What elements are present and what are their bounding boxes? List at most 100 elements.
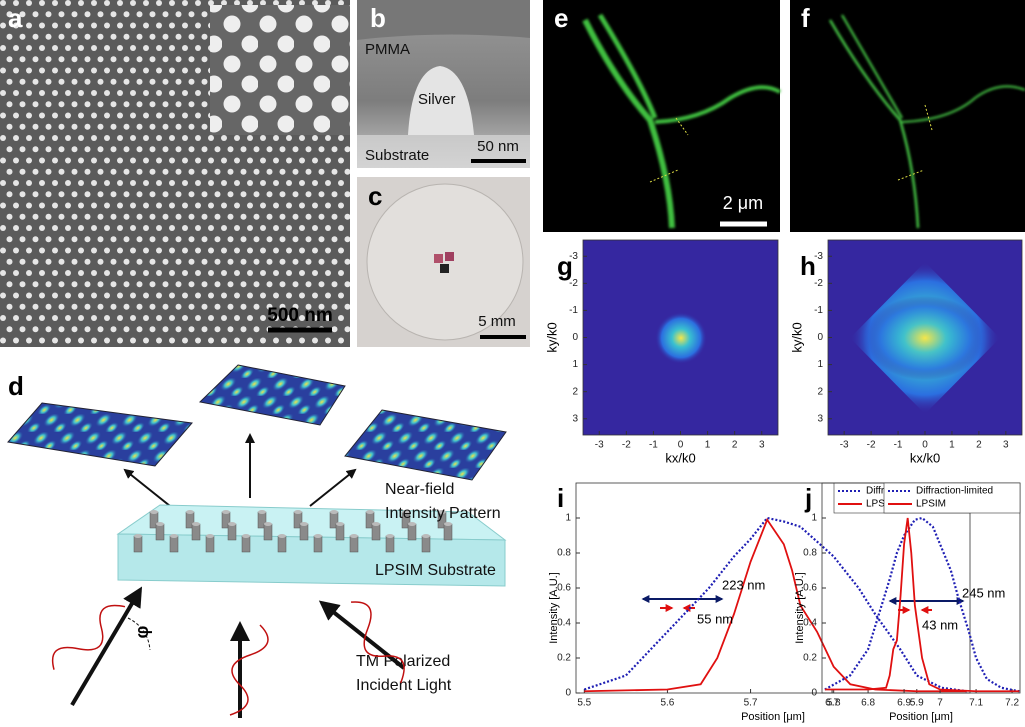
pillars <box>133 510 453 553</box>
layer-label: PMMA <box>365 41 410 58</box>
schematic-label: Near-field <box>385 481 454 498</box>
y-tick-label: 2 <box>572 386 578 397</box>
pillar-top <box>192 522 200 526</box>
intensity-slab <box>198 364 346 426</box>
pillar <box>241 535 251 553</box>
profile-line <box>675 117 689 136</box>
intensity-slab <box>344 409 507 481</box>
angle-arc <box>127 617 151 651</box>
pillar-top <box>330 510 338 514</box>
y-tick-label: 0.6 <box>803 583 817 594</box>
panel-e: e 2 μm <box>543 0 782 232</box>
panel-label: g <box>557 251 573 281</box>
pillar <box>191 523 201 541</box>
legend-box <box>883 482 1021 514</box>
pillar-top <box>386 534 394 538</box>
y-tick-label: 0.6 <box>557 583 571 594</box>
x-tick-label: -3 <box>595 440 604 451</box>
y-tick-label: 0 <box>565 688 571 699</box>
panel-b: b PMMA Silver Substrate 50 nm <box>357 0 530 168</box>
pillar <box>335 523 345 541</box>
plot-frame <box>575 482 971 694</box>
pillar-top <box>402 510 410 514</box>
scale-text: 500 nm <box>267 305 332 326</box>
pillar-top <box>228 522 236 526</box>
x-tick-label: -2 <box>622 440 631 451</box>
panel-label: f <box>801 3 810 33</box>
y-tick-label: 3 <box>817 413 823 424</box>
y-axis-label: Intensity [A.U.] <box>548 572 560 644</box>
pillar <box>263 523 273 541</box>
x-tick-label: 6.8 <box>861 698 875 709</box>
x-tick-label: 1 <box>949 440 955 451</box>
pillar <box>133 535 143 553</box>
y-tick-label: 0.4 <box>803 618 817 629</box>
sample <box>445 252 454 261</box>
sample <box>440 264 449 273</box>
panel-label: c <box>368 181 382 211</box>
pillar <box>205 535 215 553</box>
x-tick-label: 7.2 <box>1005 698 1019 709</box>
y-tick-label: 0.8 <box>557 548 571 559</box>
pillar-top <box>258 510 266 514</box>
scale-text: 5 mm <box>478 313 516 330</box>
pillar <box>277 535 287 553</box>
panel-a: a 500 nm <box>0 0 350 347</box>
filament <box>654 85 782 124</box>
pillar-top <box>336 522 344 526</box>
otf-support <box>655 312 707 364</box>
panel-label: d <box>8 371 24 401</box>
annotation: 245 nm <box>962 585 1005 600</box>
y-tick-label: -3 <box>569 251 578 262</box>
panel-f: f <box>790 0 1025 232</box>
layer-label: Substrate <box>365 147 429 164</box>
arrow <box>123 468 171 507</box>
x-tick-label: 6.9 <box>897 698 911 709</box>
x-tick-label: -1 <box>894 440 903 451</box>
annotation: 43 nm <box>922 617 958 632</box>
intensity-slab <box>7 402 193 467</box>
scale-text: 50 nm <box>477 138 519 155</box>
pillar-top <box>242 534 250 538</box>
y-tick-label: -2 <box>569 278 578 289</box>
x-tick-label: 6.7 <box>825 698 839 709</box>
light-arrow <box>70 586 143 707</box>
panel-label: i <box>557 483 564 513</box>
y-tick-label: 3 <box>572 413 578 424</box>
x-axis-label: kx/k0 <box>665 450 695 465</box>
panel-label: j <box>804 483 812 513</box>
x-axis-label: Position [μm] <box>889 711 953 723</box>
y-tick-label: 1 <box>565 513 571 524</box>
pillar <box>349 535 359 553</box>
filament <box>901 85 1025 123</box>
y-axis-label: ky/k0 <box>544 322 559 352</box>
y-tick-label: 0 <box>811 688 817 699</box>
legend-label: LPSIM <box>916 499 946 510</box>
y-tick-label: -1 <box>569 305 578 316</box>
panel-label: b <box>370 3 386 33</box>
pillar-top <box>366 510 374 514</box>
sample <box>434 254 443 263</box>
y-tick-label: 1 <box>572 359 578 370</box>
pillar-top <box>294 510 302 514</box>
wafer <box>366 183 524 341</box>
filament <box>828 19 920 229</box>
data-line <box>824 517 1020 693</box>
annotation: 223 nm <box>722 577 765 592</box>
x-tick-label: -2 <box>867 440 876 451</box>
annotation: 55 nm <box>697 611 733 626</box>
arrow <box>309 468 357 507</box>
panel-d: d Near-field Intensity Pattern LPSIM Sub… <box>7 364 507 718</box>
pillar-top <box>222 510 230 514</box>
y-axis-label: Intensity [A.U.] <box>794 572 806 644</box>
y-tick-label: 0 <box>817 332 823 343</box>
pillar <box>421 535 431 553</box>
y-tick-label: 0.8 <box>803 548 817 559</box>
pillar <box>155 523 165 541</box>
filament <box>582 18 675 229</box>
x-tick-label: 5.6 <box>660 698 674 709</box>
pillar-top <box>186 510 194 514</box>
schematic-label: LPSIM Substrate <box>375 562 496 579</box>
pillar-top <box>278 534 286 538</box>
